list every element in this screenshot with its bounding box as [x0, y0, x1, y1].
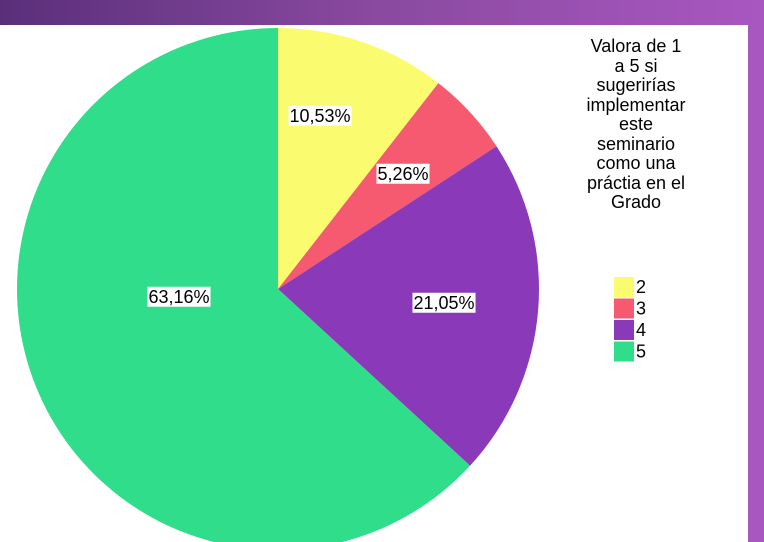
legend-label: 5	[636, 341, 646, 361]
pie-slice	[278, 83, 497, 289]
legend-title: Valora de 1 a 5 si sugerirías implementa…	[586, 36, 686, 212]
pie-slice	[17, 28, 471, 542]
data-label: 63,16%	[148, 287, 209, 307]
data-label: 21,05%	[413, 293, 474, 313]
data-label-bg	[376, 163, 430, 184]
data-label-bg	[147, 286, 211, 307]
data-label-bg	[288, 105, 352, 126]
legend-label: 2	[636, 277, 646, 297]
pie-slice	[278, 146, 539, 466]
legend-swatch	[614, 341, 634, 362]
legend-swatch	[614, 298, 634, 319]
data-label: 10,53%	[289, 106, 350, 126]
legend-label: 3	[636, 298, 646, 318]
data-label-bg	[412, 292, 476, 313]
legend-swatch	[614, 320, 634, 340]
pie-slice	[278, 28, 439, 289]
legend-label: 4	[636, 320, 646, 340]
legend-swatch	[614, 277, 634, 297]
data-label: 5,26%	[377, 164, 428, 184]
